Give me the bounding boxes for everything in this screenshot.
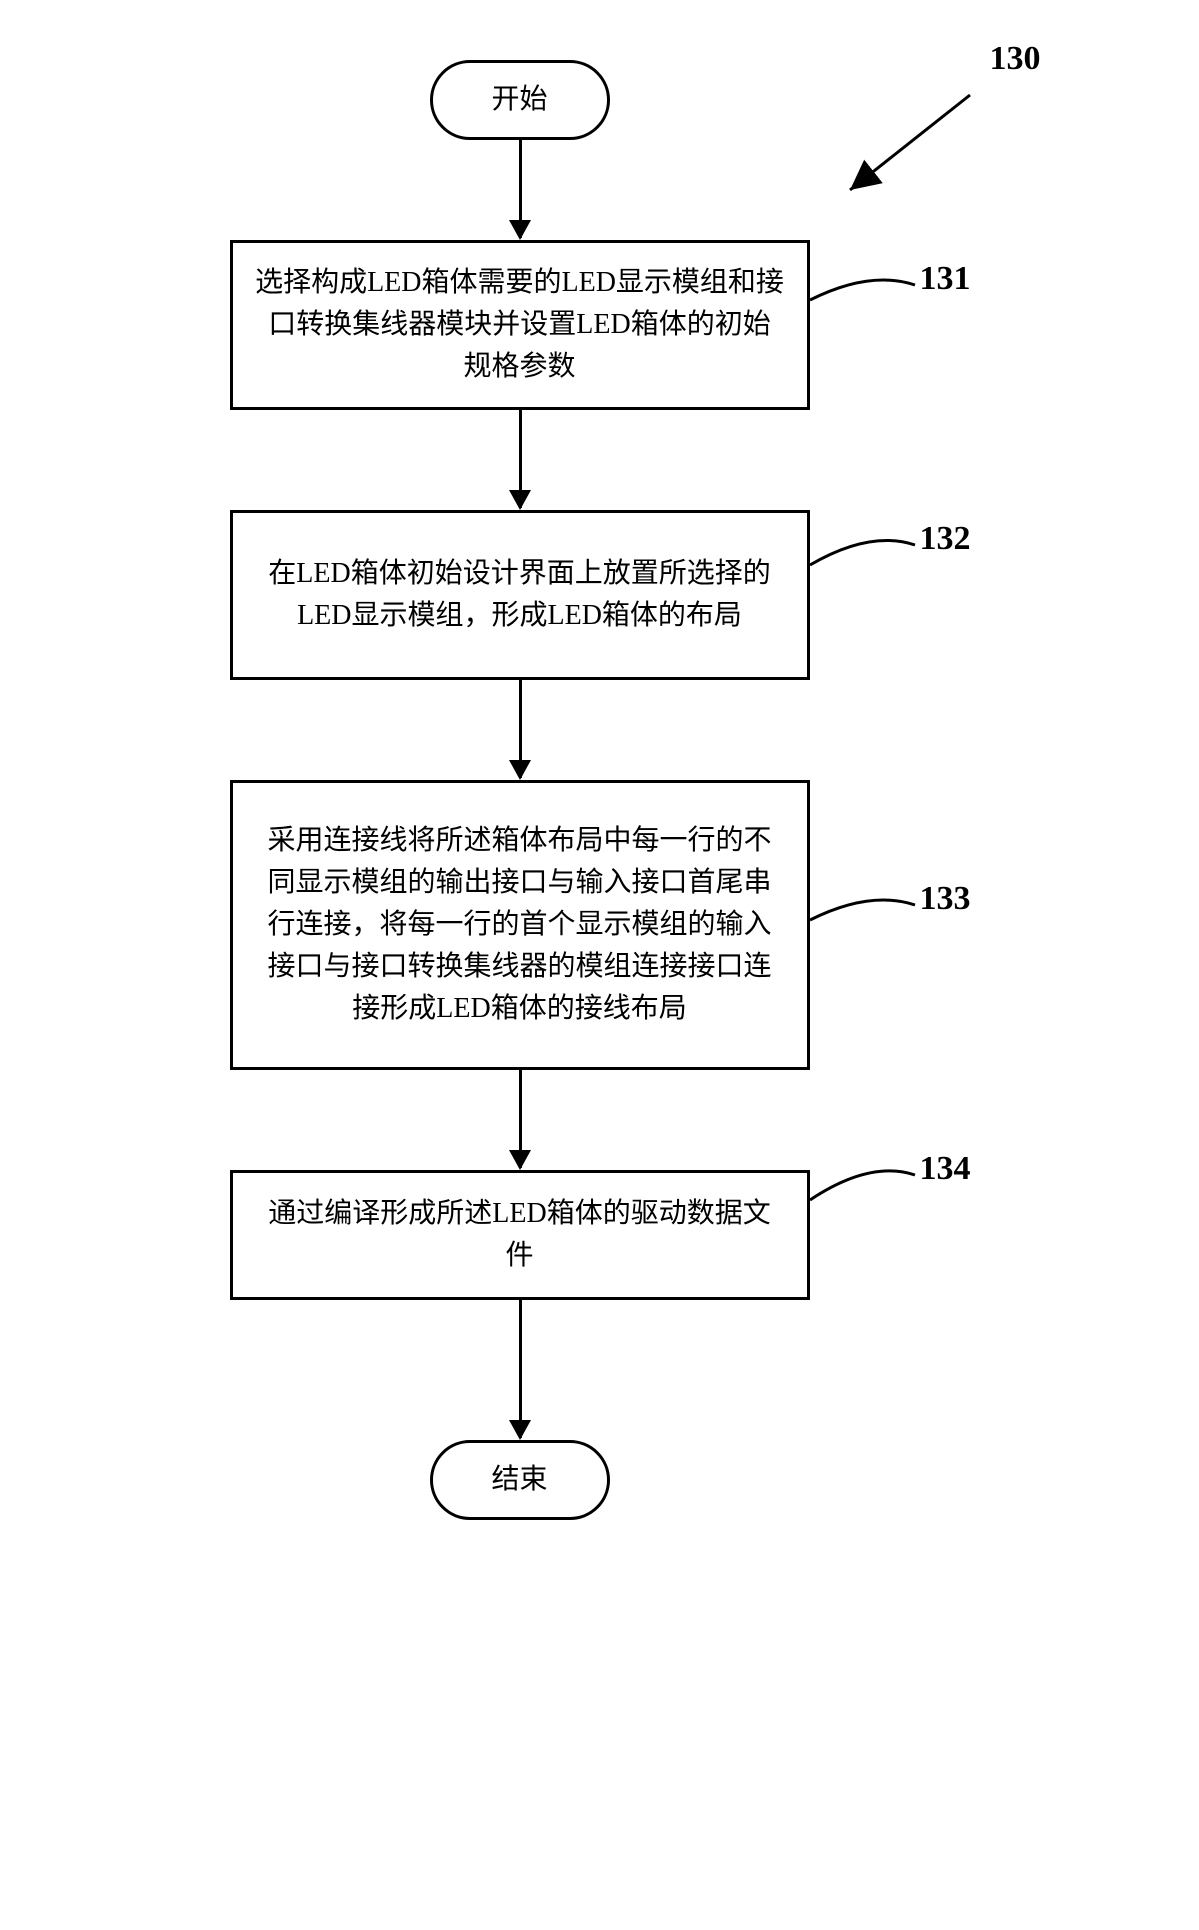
arrow-2 xyxy=(519,680,522,778)
leader-134 xyxy=(800,1150,925,1210)
leader-133 xyxy=(800,880,925,930)
ref-label-131: 131 xyxy=(920,260,971,298)
arrow-3 xyxy=(519,1070,522,1168)
ref-label-133: 133 xyxy=(920,880,971,918)
process-step-133: 采用连接线将所述箱体布局中每一行的不同显示模组的输出接口与输入接口首尾串行连接，… xyxy=(230,780,810,1070)
flowchart: 130 开始 结束 选择构成LED箱体需要的LED显示模组和接口转换集线器模块并… xyxy=(150,40,1050,1560)
arrow-4 xyxy=(519,1300,522,1438)
process-step-134: 通过编译形成所述LED箱体的驱动数据文件 xyxy=(230,1170,810,1300)
leader-131 xyxy=(800,260,925,310)
arrow-0 xyxy=(519,140,522,238)
leader-132 xyxy=(800,520,925,575)
ref-label-134: 134 xyxy=(920,1150,971,1188)
process-step-132: 在LED箱体初始设计界面上放置所选择的LED显示模组，形成LED箱体的布局 xyxy=(230,510,810,680)
figure-ref-130: 130 xyxy=(990,40,1041,78)
terminator-start: 开始 xyxy=(430,60,610,140)
ref-label-132: 132 xyxy=(920,520,971,558)
leader-130 xyxy=(835,80,985,205)
arrow-1 xyxy=(519,410,522,508)
process-step-131: 选择构成LED箱体需要的LED显示模组和接口转换集线器模块并设置LED箱体的初始… xyxy=(230,240,810,410)
terminator-end: 结束 xyxy=(430,1440,610,1520)
